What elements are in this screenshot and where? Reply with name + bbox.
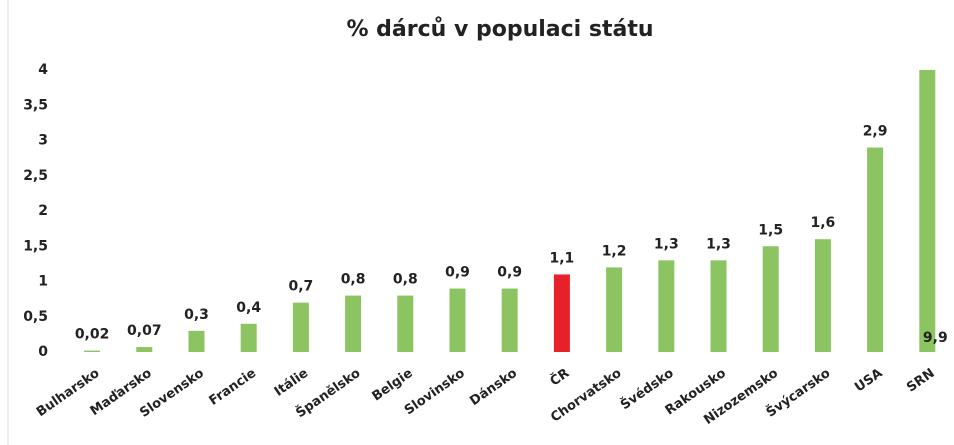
bar — [188, 330, 205, 352]
x-tick-label: Itálie — [272, 366, 312, 400]
bar — [449, 288, 466, 352]
bar — [919, 70, 936, 352]
bar — [345, 295, 362, 352]
value-label: 0,07 — [127, 323, 162, 339]
x-tick-label: SRN — [904, 366, 937, 396]
y-tick-label: 3,5 — [23, 97, 48, 113]
value-label: 9,9 — [923, 330, 948, 346]
x-tick-label: Dánsko — [467, 366, 520, 409]
value-label: 0,8 — [341, 272, 366, 288]
value-label: 2,9 — [863, 124, 888, 140]
chart-title: % dárců v populaci státu — [346, 17, 653, 42]
value-label: 0,7 — [288, 279, 313, 295]
x-tick-label: Francie — [207, 366, 260, 409]
value-label: 1,2 — [602, 243, 627, 259]
y-tick-label: 2,5 — [23, 168, 48, 184]
y-tick-label: 0 — [38, 344, 48, 360]
bar — [658, 260, 675, 352]
bar — [84, 350, 101, 352]
bar — [814, 239, 831, 352]
value-label: 0,9 — [445, 265, 470, 281]
value-label: 1,1 — [549, 250, 574, 266]
bar — [606, 267, 623, 352]
bar — [553, 274, 570, 352]
bar — [397, 295, 414, 352]
bar — [710, 260, 727, 352]
y-tick-label: 4 — [38, 62, 48, 78]
y-tick-label: 2 — [38, 203, 48, 219]
value-label: 1,3 — [706, 236, 731, 252]
y-tick-label: 1,5 — [23, 238, 48, 254]
value-label: 0,9 — [497, 265, 522, 281]
x-tick-label: Belgie — [370, 366, 416, 405]
bar — [292, 302, 309, 352]
y-tick-label: 1 — [38, 274, 48, 290]
value-label: 1,3 — [654, 236, 679, 252]
value-label: 1,6 — [810, 215, 835, 231]
x-tick-label: ČR — [547, 365, 572, 389]
value-label: 0,3 — [184, 307, 209, 323]
value-label: 0,8 — [393, 272, 418, 288]
x-tick-label: USA — [852, 366, 885, 395]
y-tick-label: 3 — [38, 133, 48, 149]
value-label: 0,02 — [75, 327, 110, 343]
bar — [501, 288, 518, 352]
bar — [867, 147, 884, 352]
y-tick-label: 0,5 — [23, 309, 48, 325]
plot-area — [84, 70, 936, 352]
value-label: 1,5 — [758, 222, 783, 238]
value-label: 0,4 — [236, 300, 261, 316]
bar — [762, 246, 779, 352]
bar — [136, 347, 153, 352]
bar — [240, 323, 257, 352]
